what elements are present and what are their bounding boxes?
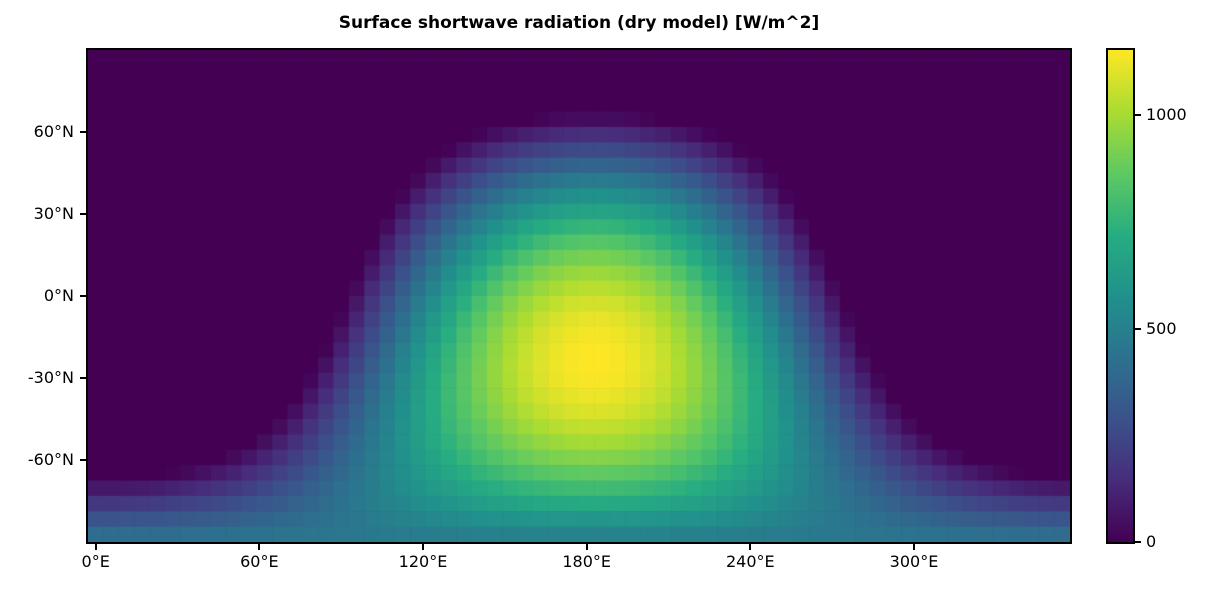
heatmap-plot-area <box>86 48 1072 544</box>
x-tick-label: 180°E <box>562 552 611 571</box>
colorbar-canvas <box>1108 50 1133 542</box>
x-tick-mark <box>749 544 752 550</box>
y-tick-label: 30°N <box>33 204 74 223</box>
heatmap-canvas <box>88 50 1070 542</box>
x-tick-mark <box>422 544 424 550</box>
x-tick-mark <box>94 544 97 550</box>
colorbar <box>1106 48 1135 544</box>
y-tick-mark <box>80 213 86 215</box>
y-tick-label: 60°N <box>33 122 74 141</box>
x-tick-label: 60°E <box>240 552 279 571</box>
x-tick-label: 240°E <box>726 552 775 571</box>
colorbar-tick-label: 1000 <box>1146 105 1187 125</box>
colorbar-tick-label: 500 <box>1146 318 1177 338</box>
x-tick-label: 300°E <box>889 552 939 571</box>
y-tick-label: -30°N <box>27 368 74 387</box>
y-tick-mark <box>80 377 86 379</box>
x-tick-mark <box>913 544 915 550</box>
x-tick-label: 120°E <box>398 552 448 571</box>
y-tick-mark <box>80 295 86 297</box>
chart-title: Surface shortwave radiation (dry model) … <box>338 13 820 33</box>
colorbar-tick-label: 0 <box>1146 532 1157 551</box>
colorbar-tick-mark <box>1135 114 1141 117</box>
colorbar-tick-mark <box>1135 327 1141 330</box>
x-tick-mark <box>585 544 588 550</box>
x-tick-mark <box>258 544 261 550</box>
y-tick-mark <box>80 459 86 461</box>
colorbar-tick-mark <box>1135 541 1141 543</box>
x-tick-label: 0°E <box>81 552 110 571</box>
y-tick-label: -60°N <box>27 450 74 469</box>
y-tick-label: 0°N <box>43 286 74 305</box>
y-tick-mark <box>80 131 86 133</box>
